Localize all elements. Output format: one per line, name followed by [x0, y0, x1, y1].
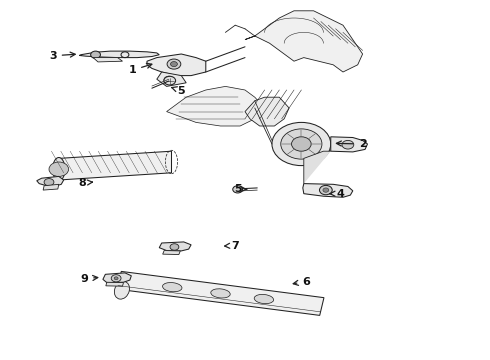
Polygon shape	[117, 271, 324, 315]
Text: 4: 4	[330, 189, 344, 199]
Text: 9: 9	[80, 274, 98, 284]
Circle shape	[323, 188, 329, 192]
Text: 8: 8	[78, 178, 93, 188]
Text: 2: 2	[337, 139, 367, 149]
Polygon shape	[147, 54, 206, 76]
Polygon shape	[245, 11, 363, 72]
Polygon shape	[106, 282, 123, 286]
Circle shape	[292, 137, 311, 151]
Polygon shape	[159, 242, 191, 251]
Circle shape	[170, 244, 179, 250]
Circle shape	[111, 275, 121, 282]
Circle shape	[319, 185, 332, 195]
Text: 1: 1	[128, 63, 152, 75]
Polygon shape	[157, 72, 186, 86]
Ellipse shape	[254, 294, 273, 303]
Polygon shape	[304, 151, 331, 184]
Text: 5: 5	[172, 86, 185, 96]
Circle shape	[281, 129, 322, 159]
Circle shape	[342, 140, 354, 149]
Circle shape	[164, 76, 174, 84]
Text: 3: 3	[49, 51, 75, 61]
Ellipse shape	[53, 158, 65, 181]
Polygon shape	[59, 151, 172, 180]
Ellipse shape	[114, 281, 129, 299]
Polygon shape	[303, 184, 353, 197]
Polygon shape	[167, 86, 265, 126]
Polygon shape	[43, 184, 59, 190]
Polygon shape	[37, 176, 64, 186]
Circle shape	[167, 59, 181, 69]
Polygon shape	[163, 251, 180, 255]
Text: 6: 6	[293, 276, 310, 287]
Text: 5: 5	[234, 184, 247, 194]
Circle shape	[44, 179, 54, 186]
Polygon shape	[103, 273, 131, 283]
Circle shape	[49, 162, 69, 176]
Ellipse shape	[163, 283, 182, 292]
Text: 7: 7	[224, 240, 239, 251]
Circle shape	[164, 76, 175, 85]
Polygon shape	[331, 137, 368, 152]
Circle shape	[91, 51, 100, 58]
Circle shape	[272, 122, 331, 166]
Polygon shape	[79, 51, 159, 58]
Polygon shape	[93, 58, 122, 62]
Circle shape	[114, 277, 118, 280]
Circle shape	[233, 186, 243, 193]
Ellipse shape	[211, 289, 230, 298]
Circle shape	[171, 62, 177, 67]
Polygon shape	[245, 97, 289, 126]
